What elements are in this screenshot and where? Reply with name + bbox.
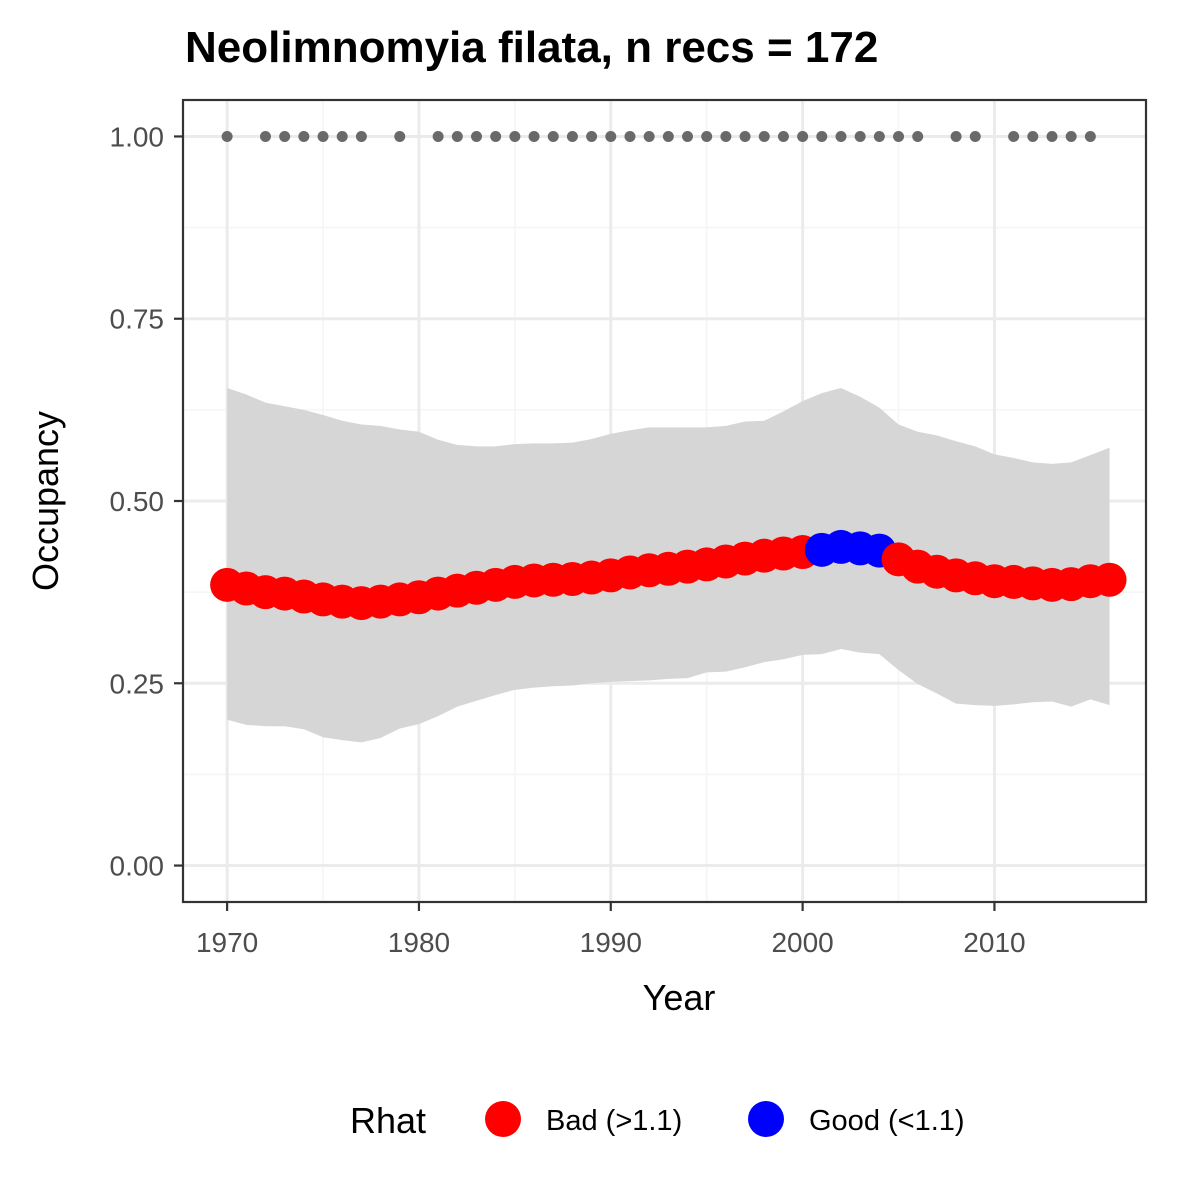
record-point [950,130,962,142]
y-axis: 0.00 0.25 0.50 0.75 1.00 [110,121,183,882]
record-point [221,130,233,142]
record-point [605,130,617,142]
record-point [643,130,655,142]
record-point [1046,130,1058,142]
record-point [394,130,406,142]
record-point [758,130,770,142]
record-point [279,130,291,142]
legend: Rhat Bad (>1.1) Good (<1.1) [350,1100,965,1141]
record-point [451,130,463,142]
record-point [624,130,636,142]
x-axis-title: Year [643,977,716,1018]
legend-label-bad: Bad (>1.1) [546,1105,682,1137]
record-point [471,130,483,142]
chart-title: Neolimnomyia filata, n recs = 172 [185,23,878,72]
record-point [969,130,981,142]
record-point [893,130,905,142]
y-axis-title: Occupancy [25,411,66,591]
x-tick-label: 1970 [196,927,258,958]
record-point [547,130,559,142]
record-point [298,130,310,142]
occupancy-points [210,529,1127,621]
record-point [355,130,367,142]
record-point [1027,130,1039,142]
y-tick-label: 0.50 [110,486,165,517]
record-point [720,130,732,142]
record-point [259,130,271,142]
y-tick-label: 0.00 [110,851,165,882]
legend-label-good: Good (<1.1) [809,1105,965,1137]
record-point [336,130,348,142]
legend-key-good [748,1101,784,1137]
record-point [816,130,828,142]
record-point [509,130,521,142]
record-point [490,130,502,142]
record-point [854,130,866,142]
record-point [797,130,809,142]
x-tick-label: 2000 [771,927,833,958]
record-point [739,130,751,142]
record-point [777,130,789,142]
record-point [835,130,847,142]
legend-items: Bad (>1.1) Good (<1.1) [485,1101,965,1137]
plot-panel [181,98,1148,904]
record-point [1008,130,1020,142]
y-tick-label: 0.75 [110,304,165,335]
record-point [662,130,674,142]
record-point [701,130,713,142]
y-tick-label: 0.25 [110,668,165,699]
record-point [432,130,444,142]
record-point [873,130,885,142]
record-point [586,130,598,142]
x-axis: 1970 1980 1990 2000 2010 [196,902,1026,958]
x-tick-label: 2010 [963,927,1025,958]
record-point [317,130,329,142]
y-tick-label: 1.00 [110,121,165,152]
record-point [1084,130,1096,142]
x-tick-label: 1980 [388,927,450,958]
legend-key-bad [485,1101,521,1137]
record-point [912,130,924,142]
record-points [221,130,1096,142]
record-point [566,130,578,142]
record-point [682,130,694,142]
legend-title: Rhat [350,1100,426,1141]
record-point [1065,130,1077,142]
record-point [528,130,540,142]
x-tick-label: 1990 [580,927,642,958]
occupancy-point [1092,562,1127,597]
